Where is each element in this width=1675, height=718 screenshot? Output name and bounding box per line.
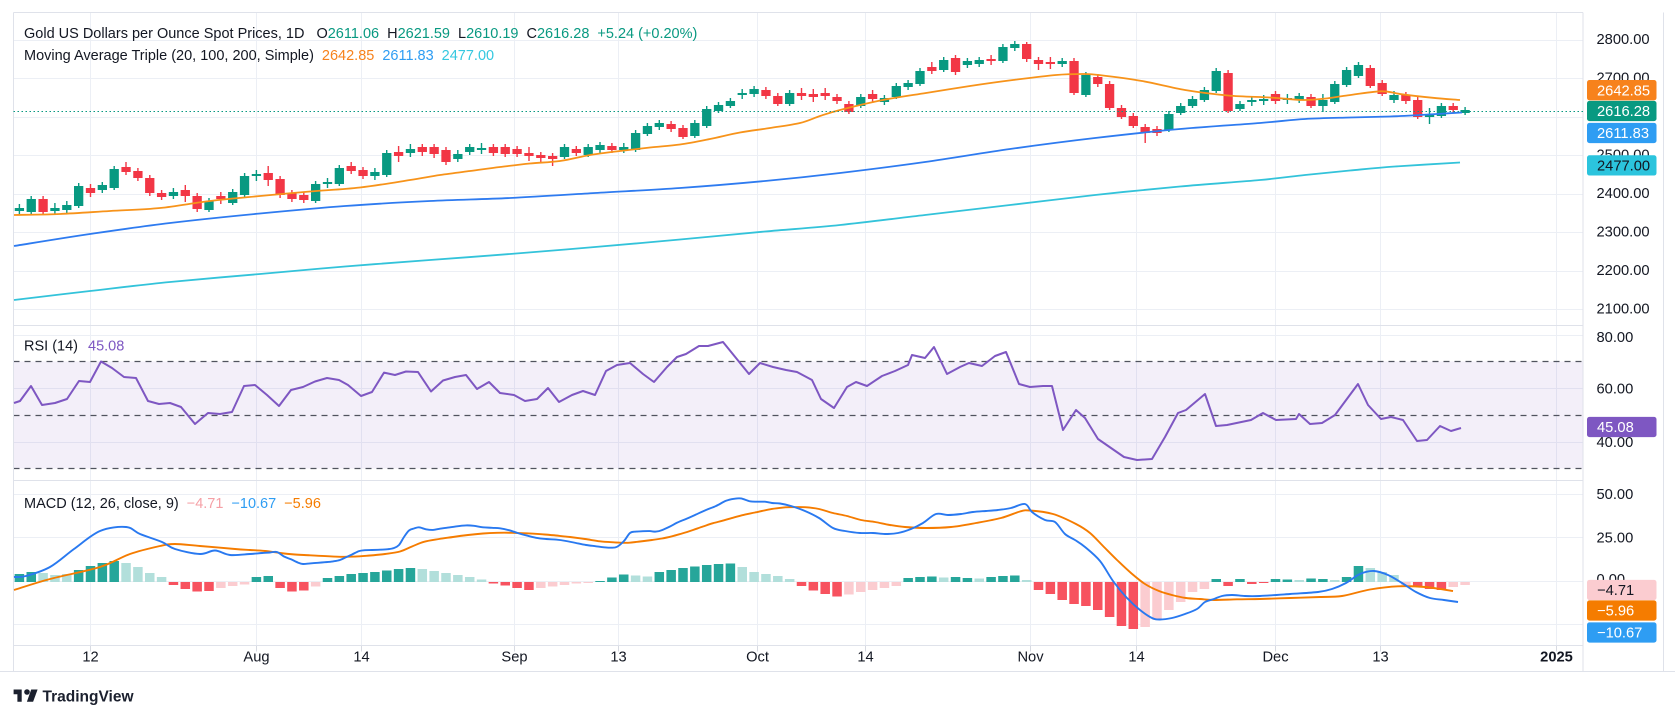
svg-text:2477.00: 2477.00 [1597, 159, 1650, 175]
svg-text:2800.00: 2800.00 [1597, 32, 1650, 48]
svg-text:12: 12 [82, 650, 98, 666]
svg-text:50.00: 50.00 [1597, 487, 1634, 503]
svg-text:14: 14 [857, 650, 873, 666]
svg-text:13: 13 [1372, 650, 1388, 666]
svg-text:80.00: 80.00 [1597, 330, 1634, 346]
svg-text:2611.83: 2611.83 [1597, 126, 1649, 142]
svg-text:14: 14 [1128, 650, 1144, 666]
svg-text:Aug: Aug [243, 650, 269, 666]
svg-text:40.00: 40.00 [1597, 435, 1634, 451]
svg-text:2400.00: 2400.00 [1597, 186, 1650, 202]
svg-text:Moving Average Triple (20, 100: Moving Average Triple (20, 100, 200, Sim… [24, 48, 494, 64]
svg-text:2100.00: 2100.00 [1597, 302, 1650, 318]
svg-text:2200.00: 2200.00 [1597, 263, 1650, 279]
svg-text:2300.00: 2300.00 [1597, 225, 1650, 241]
svg-text:RSI (14)45.08: RSI (14) 45.08 [24, 339, 124, 355]
svg-text:45.08: 45.08 [1597, 420, 1634, 436]
svg-text:Dec: Dec [1262, 650, 1288, 666]
svg-text:2616.28: 2616.28 [1597, 104, 1650, 120]
svg-text:60.00: 60.00 [1597, 382, 1634, 398]
svg-text:Oct: Oct [746, 650, 769, 666]
svg-text:14: 14 [353, 650, 369, 666]
svg-text:MACD (12, 26, close, 9)−4.71−1: MACD (12, 26, close, 9) −4.71 −10.67 −5.96 [24, 496, 321, 512]
svg-text:−4.71: −4.71 [1597, 583, 1634, 599]
svg-text:Nov: Nov [1017, 650, 1044, 666]
svg-text:2642.85: 2642.85 [1597, 83, 1650, 99]
svg-text:2025: 2025 [1540, 650, 1573, 666]
svg-text:−10.67: −10.67 [1597, 626, 1642, 642]
svg-text:Gold US Dollars per Ounce Spot: Gold US Dollars per Ounce Spot Prices, 1… [24, 26, 697, 42]
svg-text:TradingView: TradingView [43, 689, 135, 706]
svg-text:Sep: Sep [501, 650, 527, 666]
svg-text:13: 13 [610, 650, 626, 666]
svg-text:−5.96: −5.96 [1597, 604, 1634, 620]
svg-text:25.00: 25.00 [1597, 531, 1634, 547]
